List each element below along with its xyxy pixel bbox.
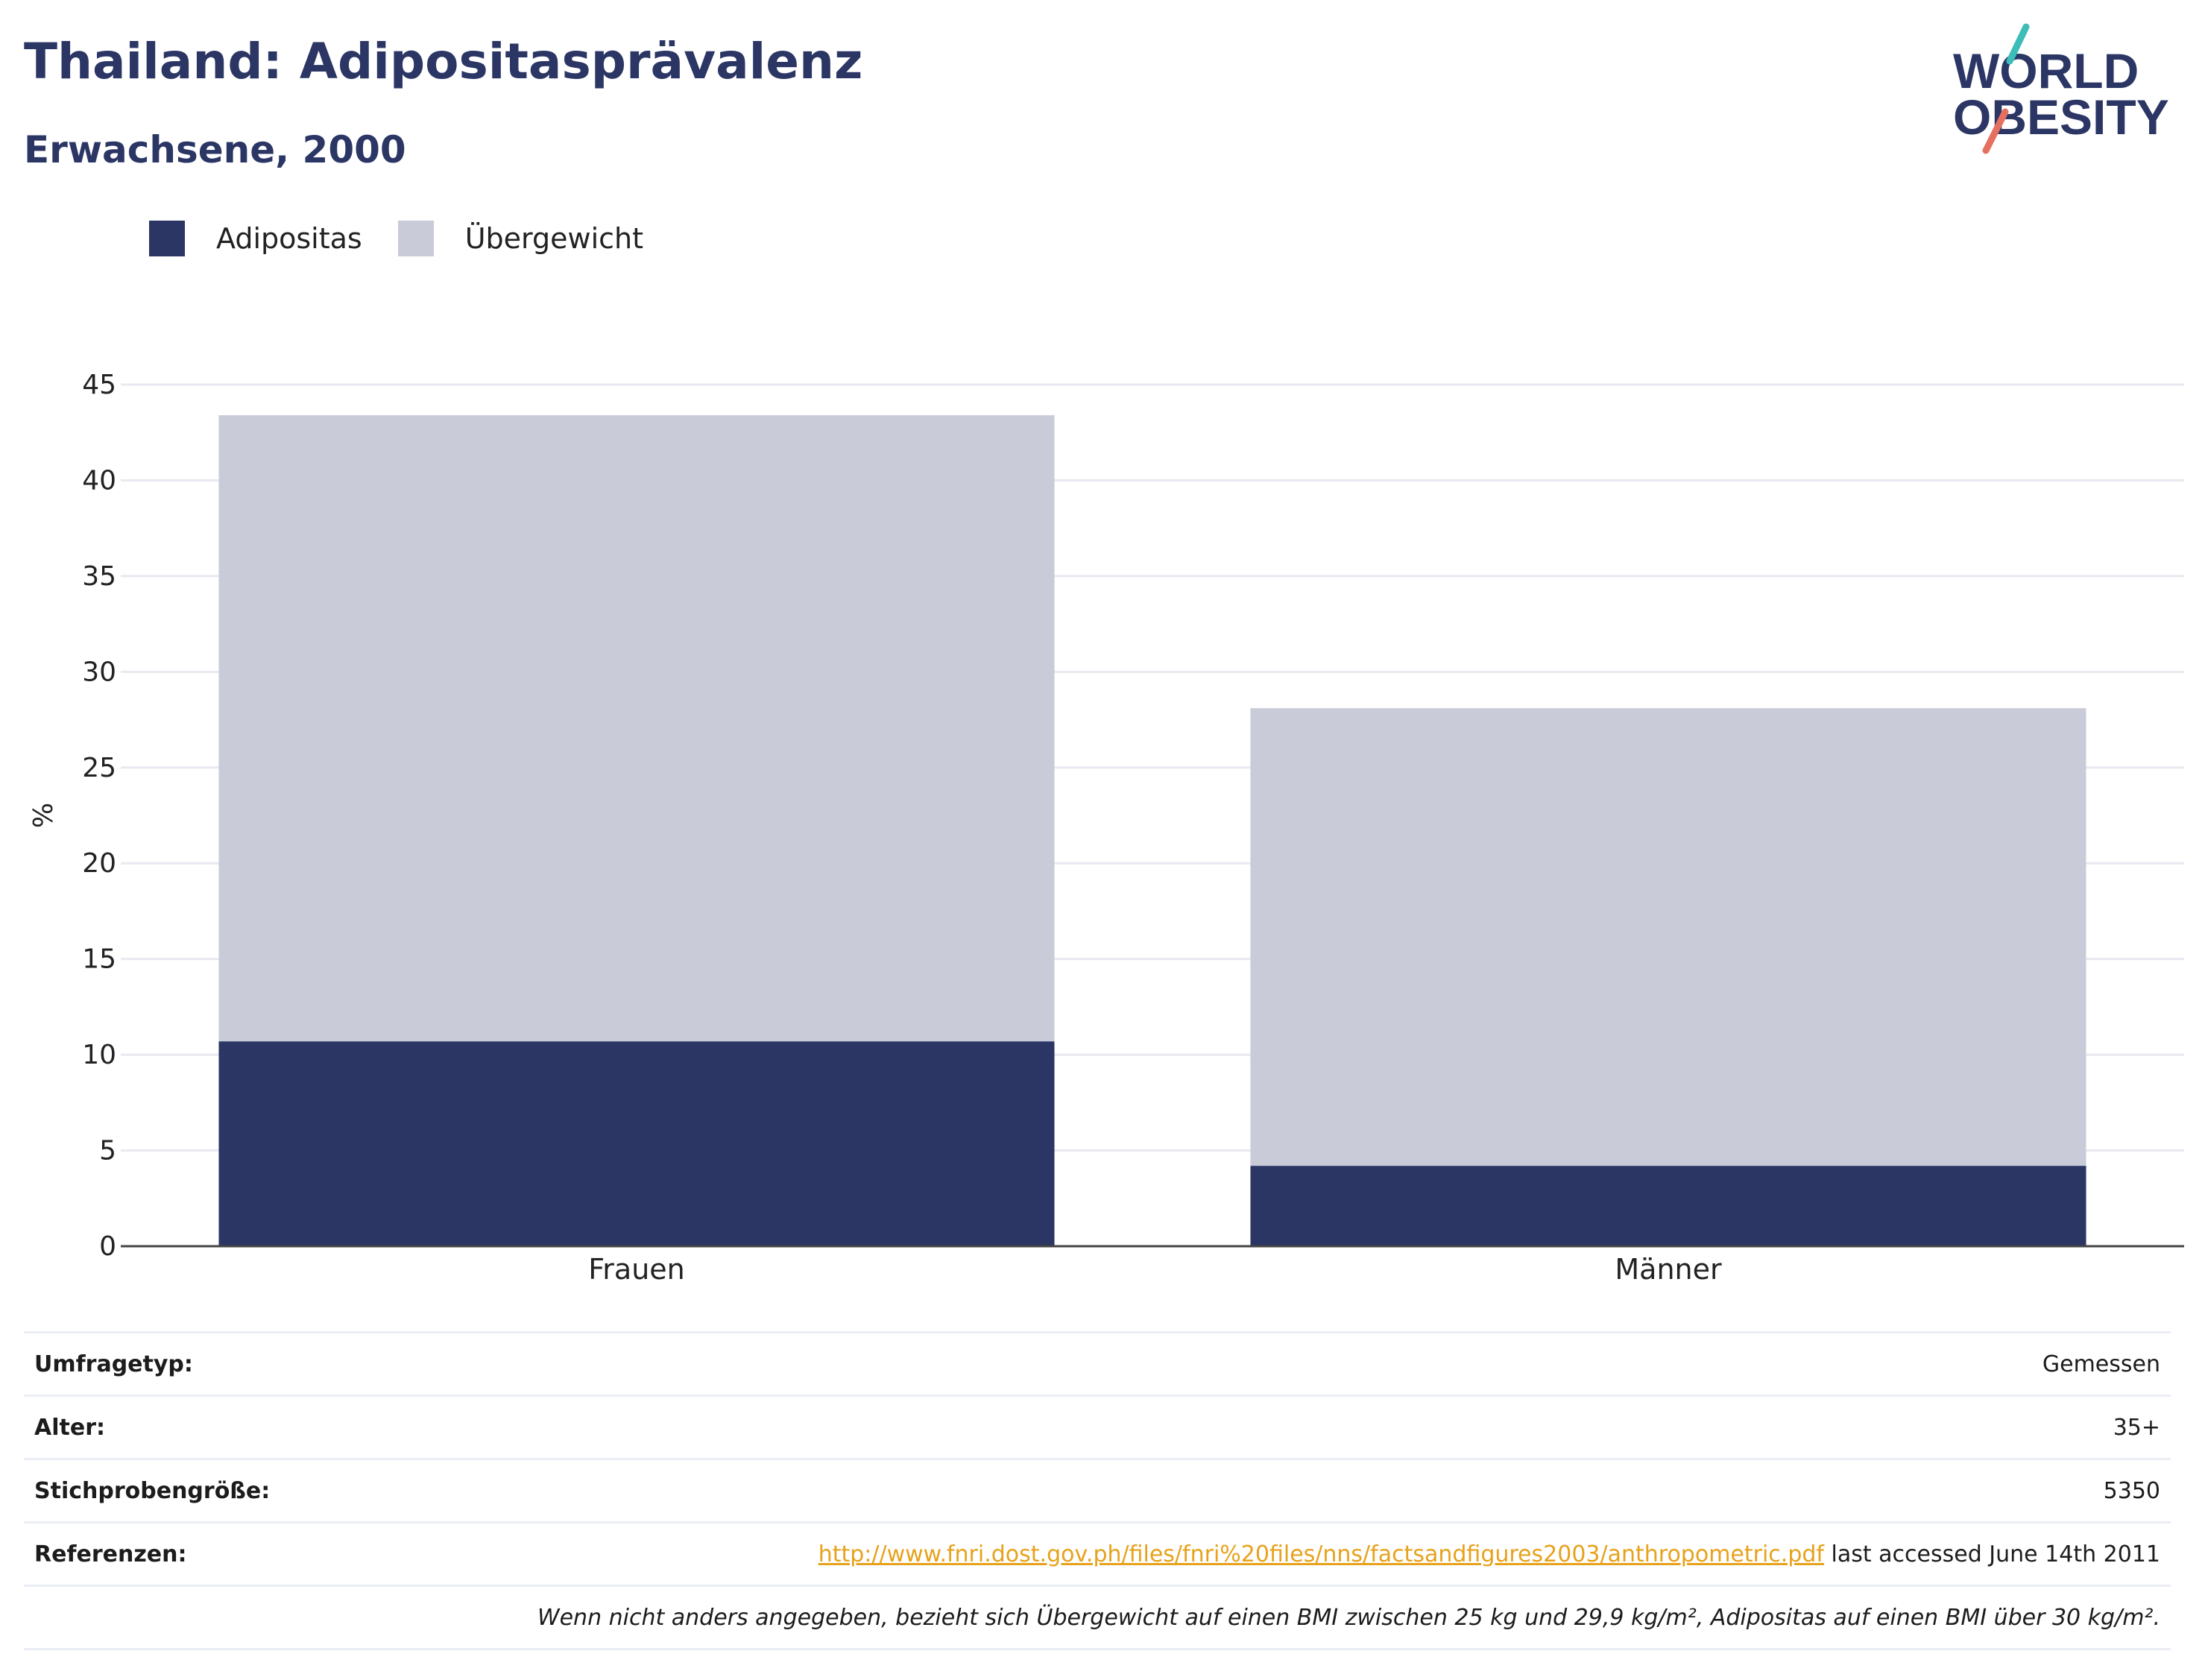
survey-type-value: Gemessen [364,1331,2171,1397]
y-tick-label: 10 [82,1040,116,1070]
y-tick-label: 20 [82,848,116,879]
legend-item-adipositas[interactable]: Adipositas [149,221,362,256]
y-tick-label: 0 [99,1231,116,1262]
x-category-label: Frauen [588,1253,685,1286]
bar-uebergewicht-1[interactable] [1250,708,2086,1166]
x-category-label: Männer [1615,1253,1722,1286]
reference-access-note: last accessed June 14th 2011 [1823,1541,2160,1567]
legend-item-uebergewicht[interactable]: Übergewicht [397,221,643,256]
info-row-footnote: Wenn nicht anders angegeben, bezieht sic… [24,1585,2171,1650]
y-tick-label: 35 [82,561,116,592]
logo-line-2: OBESITY [1953,89,2169,145]
legend-label-uebergewicht: Übergewicht [464,222,643,255]
legend-swatch-adipositas [149,221,185,256]
survey-info-table: Umfragetyp: Gemessen Alter: 35+ Stichpro… [24,1331,2171,1650]
bmi-footnote: Wenn nicht anders angegeben, bezieht sic… [24,1585,2171,1650]
references-label: Referenzen: [24,1521,365,1587]
info-row-age: Alter: 35+ [24,1395,2171,1460]
y-tick-labels: 0 5 10 15 20 25 30 35 40 45 [82,370,116,1262]
y-tick-label: 45 [82,370,116,400]
bars [218,415,2086,1246]
logo-slash-bottom [1982,108,2009,154]
reference-link[interactable]: http://www.fnri.dost.gov.ph/files/fnri%2… [818,1541,1824,1567]
y-axis-label: % [28,803,59,828]
world-obesity-logo: WORLD OBESITY [1953,23,2169,154]
sample-size-label: Stichprobengröße: [24,1458,365,1523]
bar-uebergewicht-0[interactable] [218,415,1055,1042]
y-tick-label: 15 [82,944,116,975]
y-tick-label: 30 [82,657,116,687]
bar-adipositas-1[interactable] [1250,1166,2086,1246]
survey-type-label: Umfragetyp: [24,1331,365,1397]
page-title: Thailand: Adipositasprävalenz [24,33,863,90]
info-row-survey-type: Umfragetyp: Gemessen [24,1331,2171,1397]
y-tick-label: 40 [82,465,116,496]
bar-adipositas-0[interactable] [218,1041,1055,1246]
y-tick-label: 25 [82,753,116,783]
info-row-references: Referenzen: http://www.fnri.dost.gov.ph/… [24,1521,2171,1587]
page-subtitle: Erwachsene, 2000 [24,128,406,171]
stacked-bar-chart: 0 5 10 15 20 25 30 35 40 45 Frauen Männer % [28,370,2184,1286]
legend-label-adipositas: Adipositas [216,222,362,255]
chart-legend: Adipositas Übergewicht [149,221,679,256]
info-row-sample-size: Stichprobengröße: 5350 [24,1458,2171,1523]
age-label: Alter: [24,1395,365,1460]
sample-size-value: 5350 [364,1458,2171,1523]
y-tick-label: 5 [99,1136,116,1166]
x-category-labels: Frauen Männer [588,1253,1722,1286]
logo-line-1: WORLD [1953,43,2139,98]
logo-slash-top [2006,23,2030,65]
age-value: 35+ [364,1395,2171,1460]
legend-swatch-uebergewicht [397,221,434,256]
